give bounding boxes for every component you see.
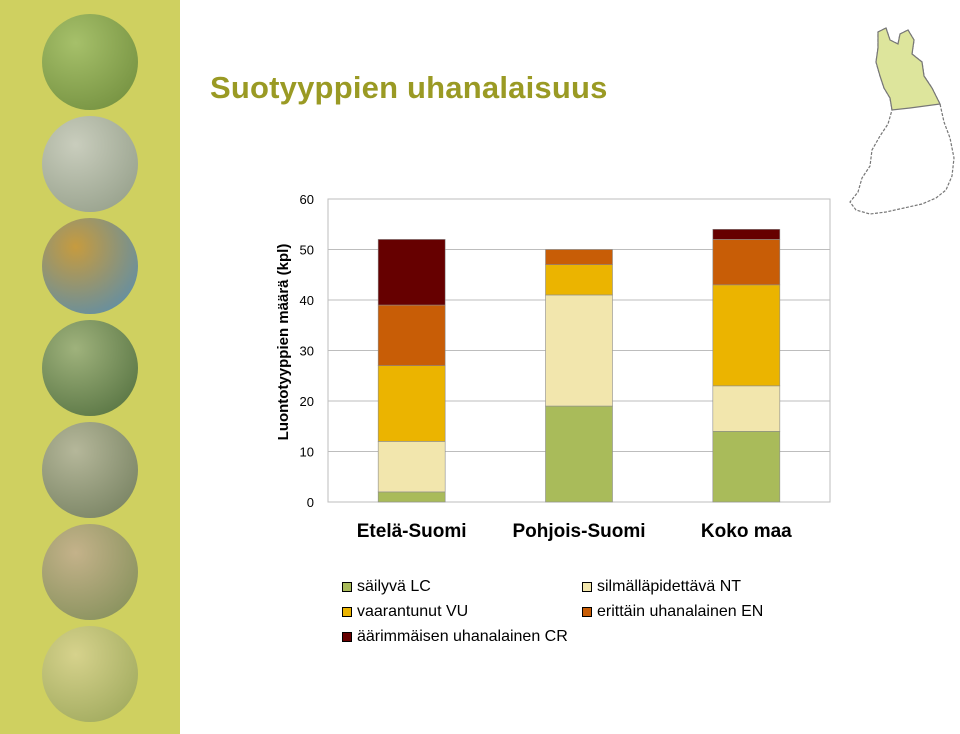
legend-swatch	[342, 632, 352, 642]
bar-segment	[712, 229, 781, 240]
finland-map-icon	[849, 27, 955, 215]
legend-label: erittäin uhanalainen EN	[597, 603, 764, 620]
legend-item: äärimmäisen uhanalainen CR	[342, 628, 568, 646]
legend-swatch	[342, 582, 352, 592]
chart-legend: säilyvä LC silmälläpidettävä NT vaarantunu…	[342, 578, 802, 648]
grass-photo-icon	[42, 14, 138, 110]
legend-swatch	[342, 607, 352, 617]
legend-label: vaarantunut VU	[357, 603, 469, 620]
y-tick-label: 0	[307, 495, 314, 510]
bar-segment	[712, 284, 781, 387]
bar-segment	[545, 405, 613, 503]
legend-item: vaarantunut VU	[342, 603, 468, 621]
legend-swatch	[582, 582, 592, 592]
x-tick-label: Koko maa	[701, 521, 792, 542]
x-tick-label: Pohjois-Suomi	[513, 521, 646, 542]
boulder-forest-photo-icon	[42, 422, 138, 518]
bar-segment	[712, 239, 781, 286]
peatland-pools-photo-icon	[42, 218, 138, 314]
bar-segment	[377, 491, 446, 503]
legend-item: silmälläpidettävä NT	[582, 578, 741, 596]
y-tick-label: 20	[300, 394, 314, 409]
x-tick-label: Etelä-Suomi	[357, 521, 467, 542]
legend-swatch	[582, 607, 592, 617]
slide-title: Suotyyppien uhanalaisuus	[210, 70, 608, 105]
bar-segment	[377, 239, 446, 306]
y-axis-label: Luontotyyppien määrä (kpl)	[275, 244, 292, 441]
svg-text:Luontotyyppien määrä (kpl): Luontotyyppien määrä (kpl)	[275, 244, 292, 441]
rocky-shore-photo-icon	[42, 116, 138, 212]
meadow-cabin-photo-icon	[42, 524, 138, 620]
y-tick-label: 30	[300, 344, 314, 359]
bar-segment	[545, 249, 613, 265]
y-tick-label: 40	[300, 293, 314, 308]
y-tick-label: 50	[300, 243, 314, 258]
legend-item: säilyvä LC	[342, 578, 431, 596]
y-tick-label: 60	[300, 192, 314, 207]
bar-segment	[712, 430, 781, 503]
bar-segment	[377, 304, 446, 366]
bar-segment	[377, 441, 446, 493]
bar-segment	[545, 264, 613, 296]
y-tick-label: 10	[300, 445, 314, 460]
legend-label: silmälläpidettävä NT	[597, 578, 742, 595]
fen-landscape-photo-icon	[42, 626, 138, 722]
legend-item: erittäin uhanalainen EN	[582, 603, 763, 621]
legend-label: säilyvä LC	[357, 578, 431, 595]
legend-label: äärimmäisen uhanalainen CR	[357, 628, 568, 645]
bar-segment	[545, 294, 613, 407]
pine-forest-photo-icon	[42, 320, 138, 416]
bar-segment	[712, 385, 781, 432]
bar-segment	[377, 365, 446, 442]
